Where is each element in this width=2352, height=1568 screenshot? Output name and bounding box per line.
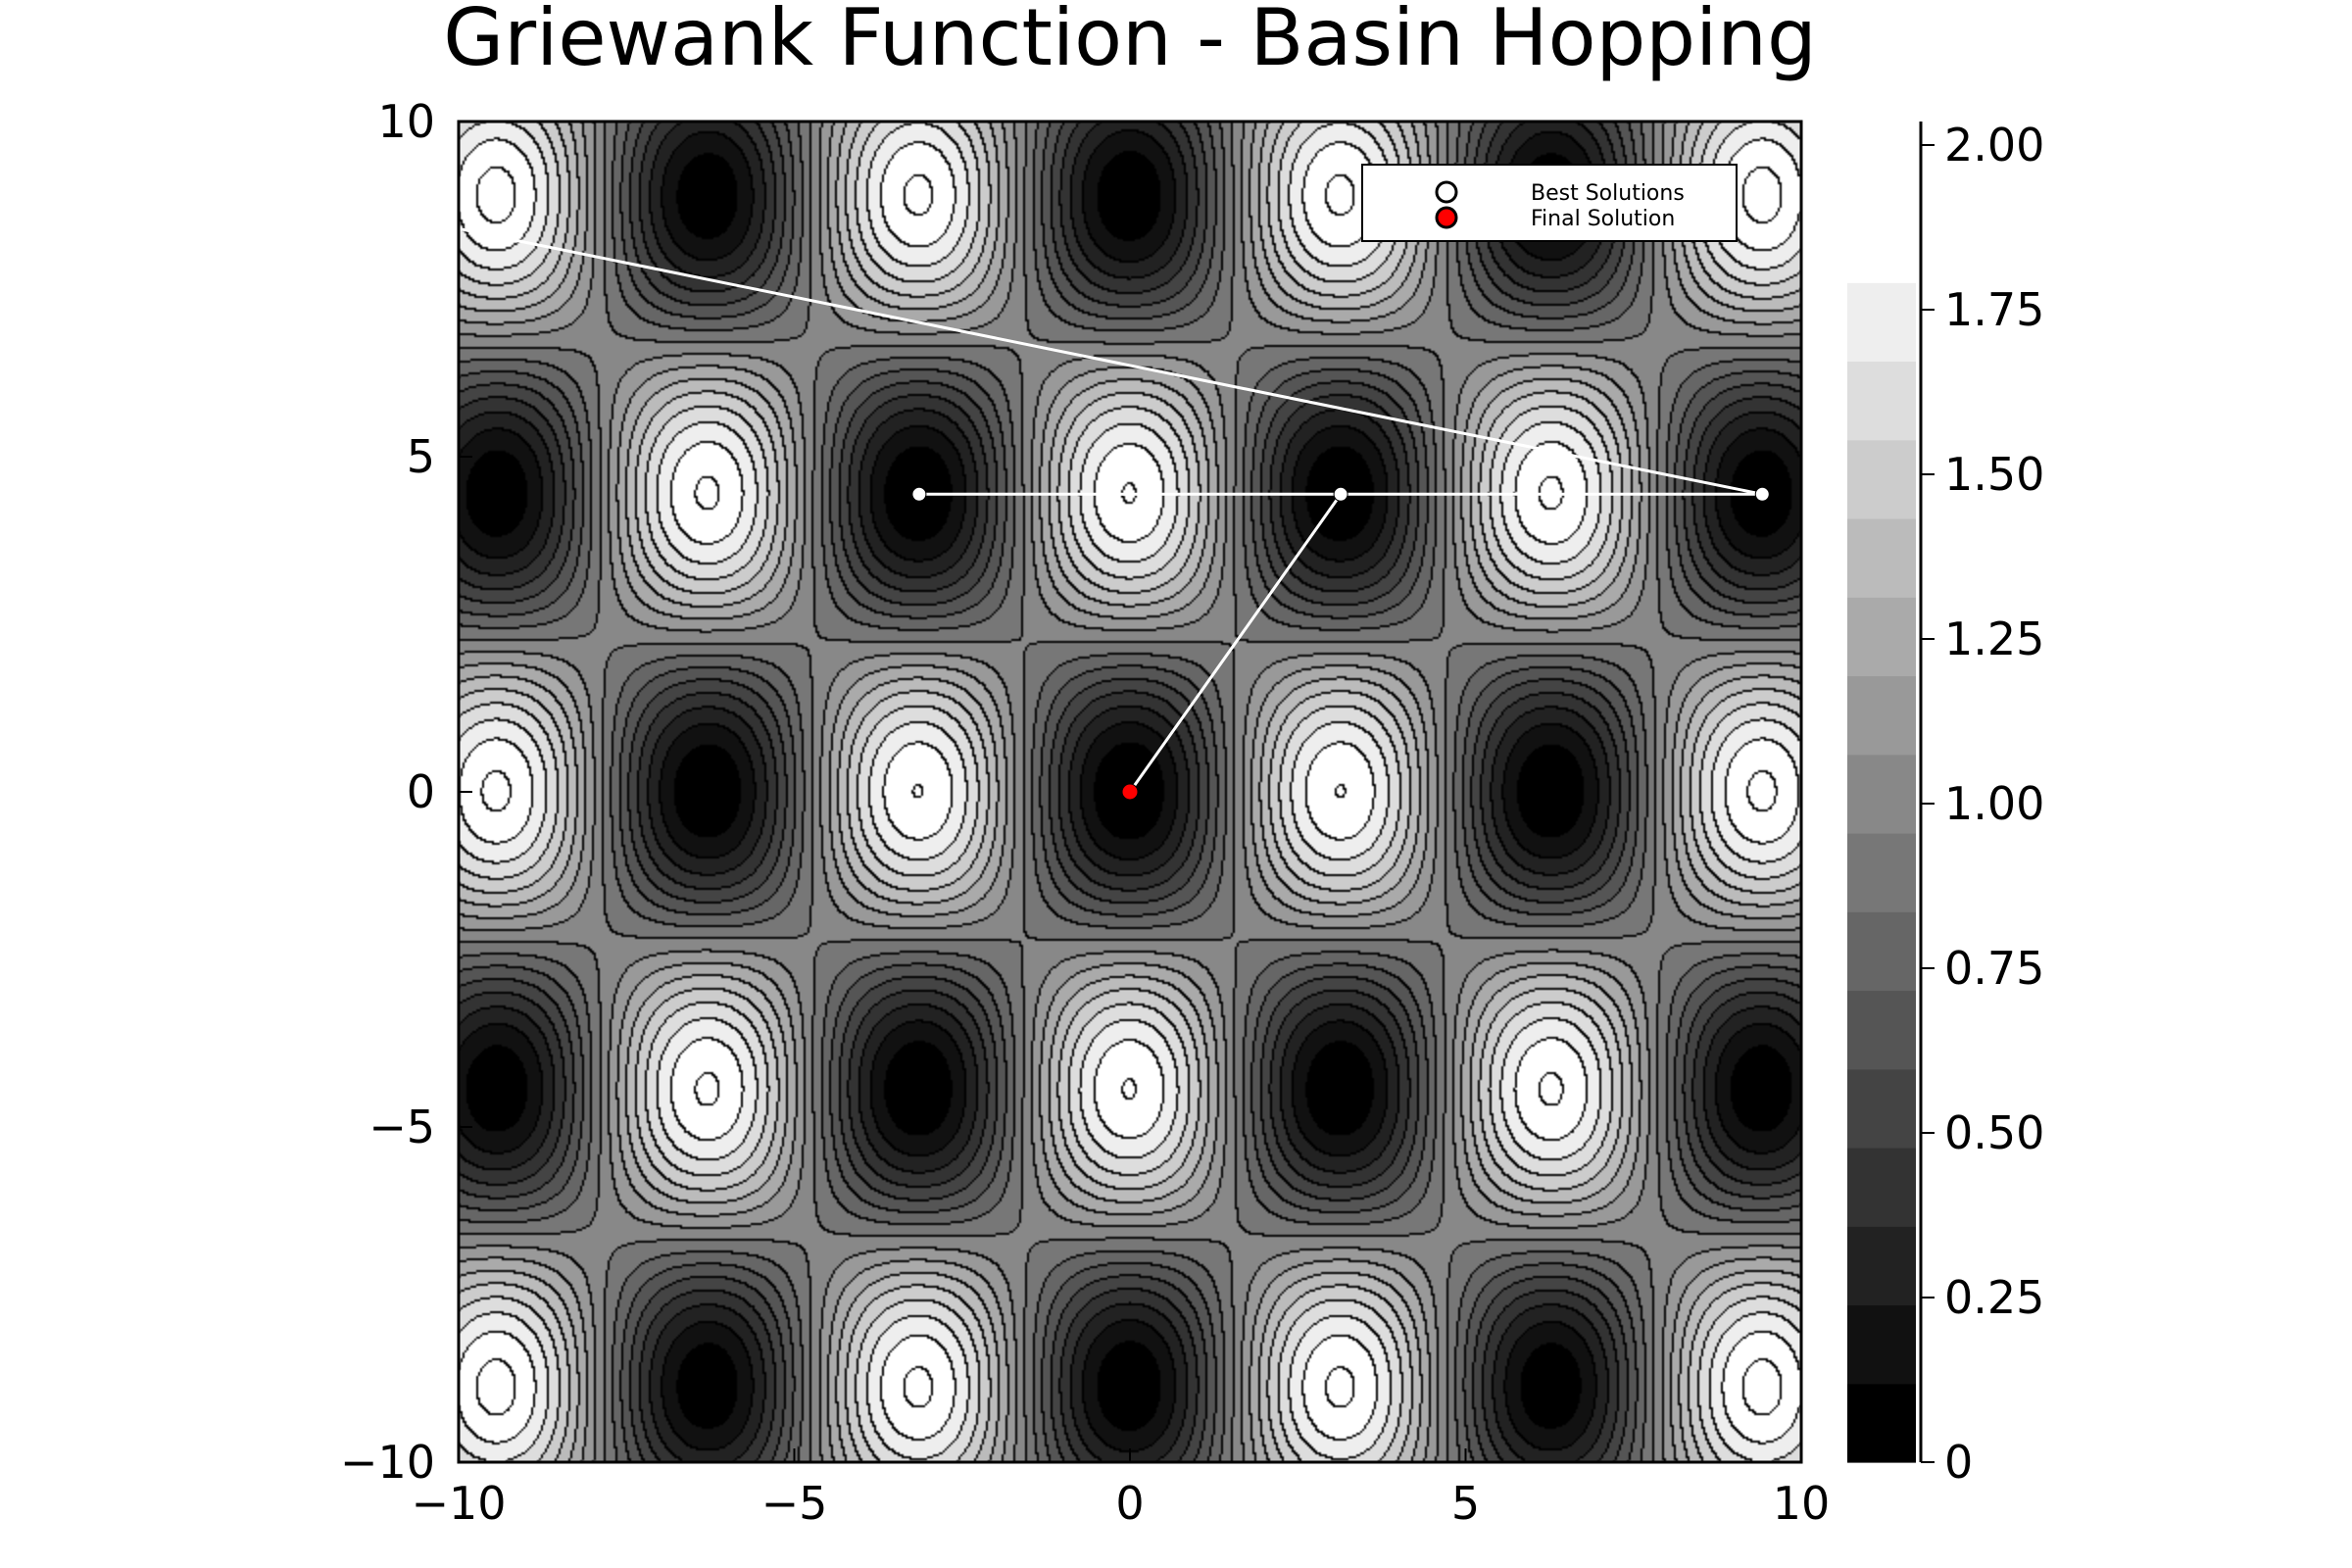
- x-tick-label: 0: [1115, 1477, 1144, 1530]
- colorbar-tick-label: 2.00: [1944, 119, 2044, 172]
- colorbar-band: [1847, 361, 1916, 441]
- colorbar-tick-label: 1.00: [1944, 777, 2044, 830]
- x-tick-label: 10: [1773, 1477, 1831, 1530]
- colorbar-tick-label: 0.75: [1944, 942, 2044, 995]
- legend-label: Best Solutions: [1531, 181, 1685, 206]
- y-axis: −10 −5 0 5 10: [340, 95, 472, 1489]
- best-solution-point: [1754, 486, 1770, 502]
- y-tick-label: 0: [407, 765, 435, 818]
- legend-box: [1361, 164, 1738, 242]
- colorbar-band: [1847, 1383, 1916, 1463]
- best-solutions-path: [459, 226, 1763, 793]
- best-solution-point: [911, 486, 927, 502]
- x-axis: −10 −5 0 5 10: [411, 1448, 1830, 1530]
- colorbar-band: [1847, 911, 1916, 992]
- legend-label: Final Solution: [1531, 207, 1675, 231]
- colorbar-band: [1847, 833, 1916, 912]
- chart-title: Griewank Function - Basin Hopping: [443, 0, 1817, 83]
- colorbar-band: [1847, 1226, 1916, 1306]
- colorbar-tick-label: 0.50: [1944, 1106, 2044, 1159]
- best-solution-point: [1333, 486, 1348, 502]
- colorbar-band: [1847, 990, 1916, 1070]
- legend-marker: [1435, 206, 1458, 229]
- plot-area: [457, 120, 1803, 1464]
- colorbar-band: [1847, 518, 1916, 598]
- final-solution-point: [1121, 783, 1139, 801]
- colorbar-band: [1847, 439, 1916, 519]
- legend-marker: [1435, 180, 1458, 204]
- y-tick-label: 10: [377, 95, 435, 148]
- x-tick-label: −5: [761, 1477, 828, 1530]
- colorbar-band: [1847, 675, 1916, 756]
- colorbar-band: [1847, 597, 1916, 677]
- colorbar: 0 0.25 0.50 0.75 1.00 1.25 1.50 1.75 2.00: [1847, 119, 2044, 1489]
- colorbar-band: [1847, 1304, 1916, 1385]
- colorbar-band: [1847, 754, 1916, 834]
- y-tick-label: 5: [407, 430, 435, 483]
- colorbar-tick-label: 0.25: [1944, 1271, 2044, 1324]
- colorbar-band: [1847, 1068, 1916, 1149]
- colorbar-band: [1847, 204, 1916, 283]
- colorbar-tick-label: 1.50: [1944, 448, 2044, 501]
- x-tick-label: 5: [1451, 1477, 1480, 1530]
- colorbar-tick-label: 0: [1944, 1436, 1973, 1489]
- y-tick-label: −10: [340, 1436, 435, 1489]
- y-tick-label: −5: [368, 1101, 435, 1153]
- colorbar-tick-label: 1.25: [1944, 612, 2044, 665]
- x-tick-label: −10: [411, 1477, 506, 1530]
- colorbar-tick-label: 1.75: [1944, 283, 2044, 336]
- colorbar-band: [1847, 1148, 1916, 1227]
- colorbar-band: [1847, 282, 1916, 363]
